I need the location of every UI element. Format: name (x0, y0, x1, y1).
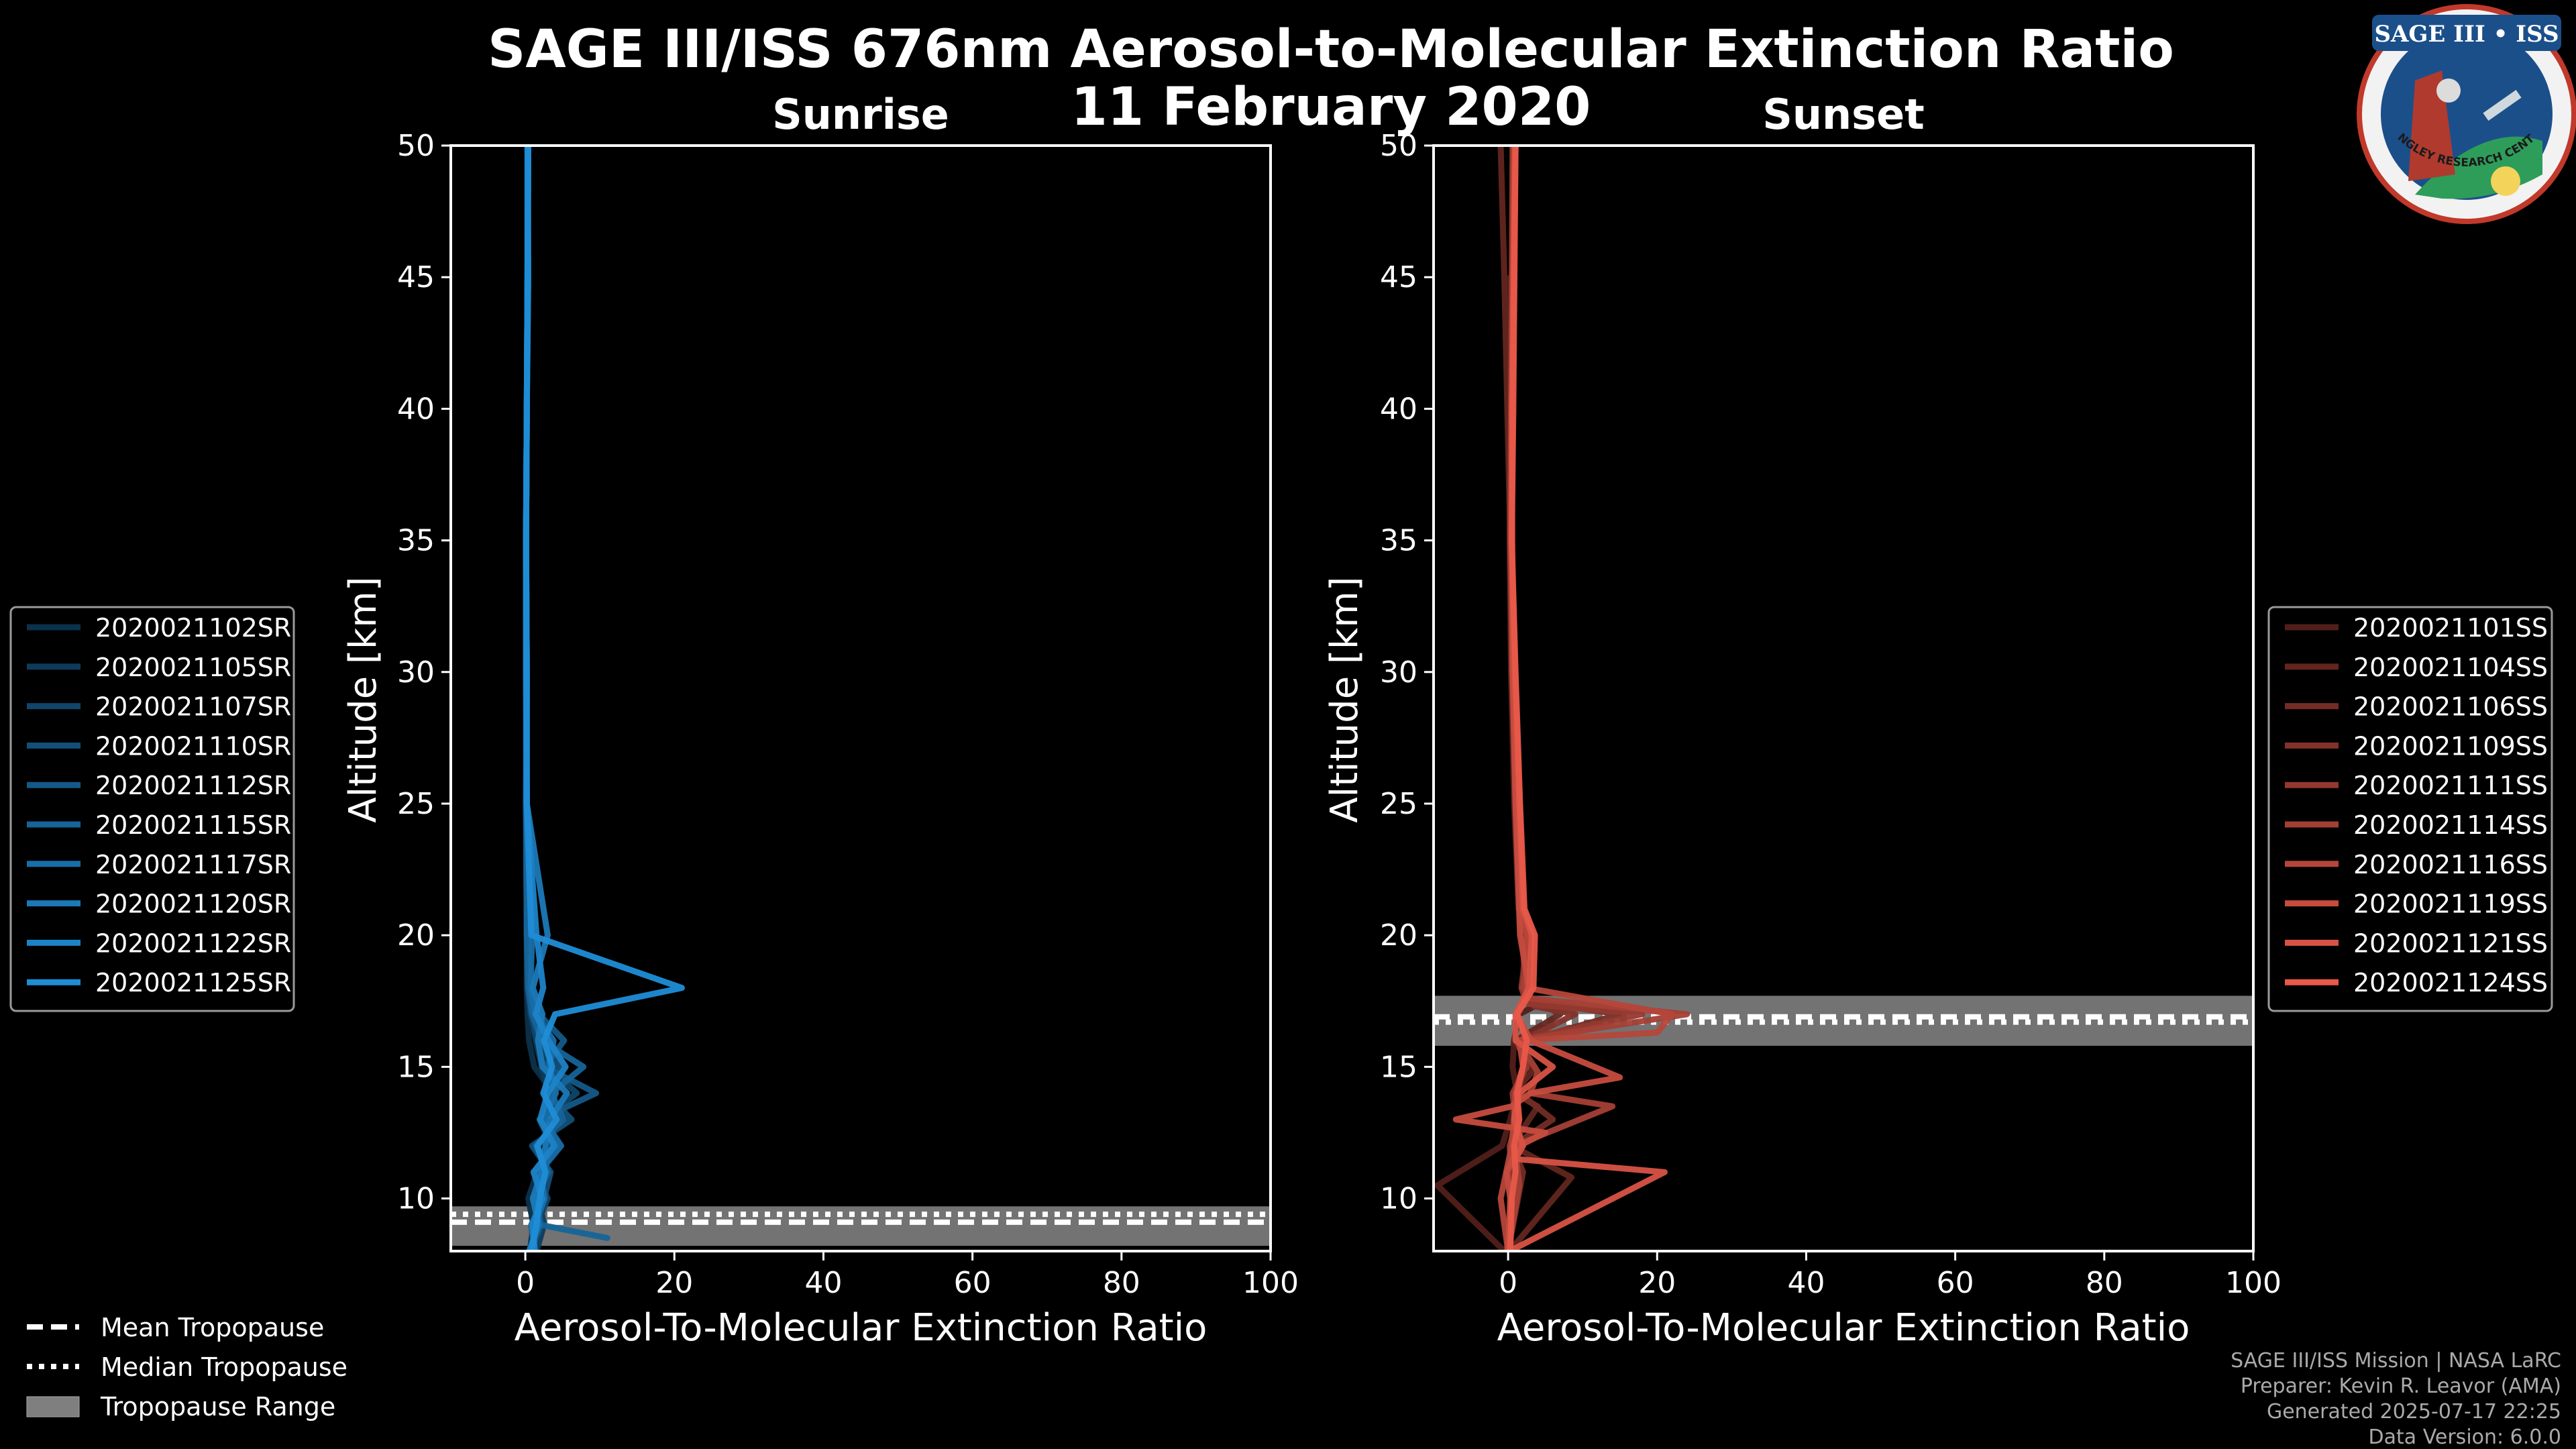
sunrise-legend-label-2020021115SR: 2020021115SR (95, 810, 291, 840)
sunrise-legend-label-2020021122SR: 2020021122SR (95, 928, 291, 958)
sunrise-xtick-label-100: 100 (1242, 1266, 1299, 1300)
credit-preparer: Preparer: Kevin R. Leavor (AMA) (2241, 1375, 2561, 1398)
sunrise-xlabel: Aerosol-To-Molecular Extinction Ratio (515, 1306, 1208, 1350)
sunset-legend-label-2020021121SS: 2020021121SS (2353, 928, 2548, 958)
logo-station-icon (2483, 90, 2522, 121)
sunrise-ytick-label-30: 30 (397, 655, 435, 690)
credit-generated: Generated 2025-07-17 22:25 (2267, 1400, 2561, 1424)
logo-sun-icon (2491, 166, 2520, 196)
tropopause-legend: Mean Tropopause Median Tropopause Tropop… (26, 1313, 347, 1421)
sunset-ytick-label-30: 30 (1380, 655, 1417, 690)
sunset-ytick-label-45: 45 (1380, 260, 1417, 294)
chart-subtitle: 11 February 2020 (1071, 77, 1591, 138)
sunrise-legend-label-2020021117SR: 2020021117SR (95, 850, 291, 879)
sunset-legend-label-2020021109SS: 2020021109SS (2353, 731, 2548, 761)
sunrise-panel-title: Sunrise (772, 90, 949, 139)
sunset-ytick-label-25: 25 (1380, 787, 1417, 821)
sunrise-legend-label-2020021125SR: 2020021125SR (95, 968, 291, 998)
sunset-ytick-label-40: 40 (1380, 392, 1417, 426)
logo-top-text: SAGE III • ISS (2374, 21, 2559, 48)
sunrise-legend-label-2020021105SR: 2020021105SR (95, 653, 291, 682)
sunset-series-line-2020021124SS (1507, 146, 1538, 1251)
sunset-ytick-label-10: 10 (1380, 1182, 1417, 1216)
sunset-ytick-label-35: 35 (1380, 524, 1417, 558)
sunset-legend-label-2020021119SS: 2020021119SS (2353, 890, 2548, 919)
sunset-legend-label-2020021114SS: 2020021114SS (2353, 810, 2548, 840)
sunrise-series-line-2020021125SR (523, 146, 685, 1251)
sunset-xtick-label-80: 80 (2086, 1266, 2123, 1300)
sunrise-ytick-label-15: 15 (397, 1050, 435, 1084)
sunset-legend-label-2020021111SS: 2020021111SS (2353, 771, 2548, 800)
sunrise-legend-label-2020021107SR: 2020021107SR (95, 692, 291, 722)
sunset-xtick-label-0: 0 (1499, 1266, 1517, 1300)
sunrise-ytick-label-40: 40 (397, 392, 435, 426)
sunrise-ytick-label-10: 10 (397, 1182, 435, 1216)
tropopause-range-swatch (26, 1396, 80, 1417)
sunrise-xtick-label-80: 80 (1103, 1266, 1140, 1300)
sunrise-ytick-label-35: 35 (397, 524, 435, 558)
sunrise-xtick-label-20: 20 (655, 1266, 693, 1300)
sunrise-plot-frame (449, 144, 1272, 1252)
sunset-panel: Altitude [km] Aerosol-To-Molecular Extin… (1323, 129, 2282, 1350)
sunrise-panel: Altitude [km] Aerosol-To-Molecular Extin… (341, 129, 1299, 1350)
sunrise-legend-label-2020021112SR: 2020021112SR (95, 771, 291, 800)
sunset-series-line-2020021119SS (1452, 146, 1623, 1251)
sunset-legend-label-2020021124SS: 2020021124SS (2353, 968, 2548, 998)
sunset-legend-label-2020021106SS: 2020021106SS (2353, 692, 2548, 722)
sunset-legend-label-2020021101SS: 2020021101SS (2353, 613, 2548, 643)
sunset-xlabel: Aerosol-To-Molecular Extinction Ratio (1497, 1306, 2190, 1350)
sunrise-legend: 2020021102SR 2020021105SR 2020021107SR 2020… (9, 606, 295, 1012)
sunset-legend-label-2020021104SS: 2020021104SS (2353, 653, 2548, 682)
sunset-xtick-label-20: 20 (1638, 1266, 1676, 1300)
sunset-series-line-2020021114SS (1505, 146, 1690, 1251)
sunrise-legend-label-2020021110SR: 2020021110SR (95, 731, 291, 761)
logo-banner (2372, 15, 2561, 51)
sunrise-ylabel: Altitude [km] (341, 576, 385, 822)
sunrise-ytick-label-25: 25 (397, 787, 435, 821)
sunset-panel-title: Sunset (1762, 90, 1925, 139)
median-tropopause-label: Median Tropopause (101, 1352, 347, 1382)
sunset-ytick-label-50: 50 (1380, 129, 1417, 163)
sunset-xtick-label-40: 40 (1787, 1266, 1825, 1300)
sunrise-legend-label-2020021102SR: 2020021102SR (95, 613, 291, 643)
sunset-ylabel: Altitude [km] (1323, 576, 1366, 822)
credit-version: Data Version: 6.0.0 (2369, 1426, 2561, 1449)
sunrise-ytick-label-45: 45 (397, 260, 435, 294)
logo-moon-icon (2436, 78, 2461, 103)
sunrise-ytick-label-20: 20 (397, 918, 435, 953)
credit-mission: SAGE III/ISS Mission | NASA LaRC (2231, 1349, 2561, 1373)
credits: SAGE III/ISS Mission | NASA LaRC Prepare… (2231, 1349, 2561, 1449)
sunset-xtick-label-60: 60 (1937, 1266, 1974, 1300)
chart-title: SAGE III/ISS 676nm Aerosol-to-Molecular … (488, 19, 2174, 80)
sunrise-xtick-label-0: 0 (516, 1266, 535, 1300)
sunrise-legend-frame (9, 606, 295, 1012)
mean-tropopause-label: Mean Tropopause (101, 1313, 324, 1342)
sunset-ytick-label-20: 20 (1380, 918, 1417, 953)
tropopause-range-label: Tropopause Range (100, 1392, 335, 1421)
sunrise-legend-label-2020021120SR: 2020021120SR (95, 890, 291, 919)
sunset-legend-frame (2267, 606, 2553, 1012)
sunrise-xtick-label-60: 60 (954, 1266, 991, 1300)
sunset-ytick-label-15: 15 (1380, 1050, 1417, 1084)
sunset-legend-label-2020021116SS: 2020021116SS (2353, 850, 2548, 879)
sunrise-ytick-label-50: 50 (397, 129, 435, 163)
sunset-plot-frame (1432, 144, 2255, 1252)
sunrise-xtick-label-40: 40 (804, 1266, 842, 1300)
sunset-xtick-label-100: 100 (2225, 1266, 2282, 1300)
sunset-legend: 2020021101SS 2020021104SS 2020021106SS 2020… (2267, 606, 2553, 1012)
